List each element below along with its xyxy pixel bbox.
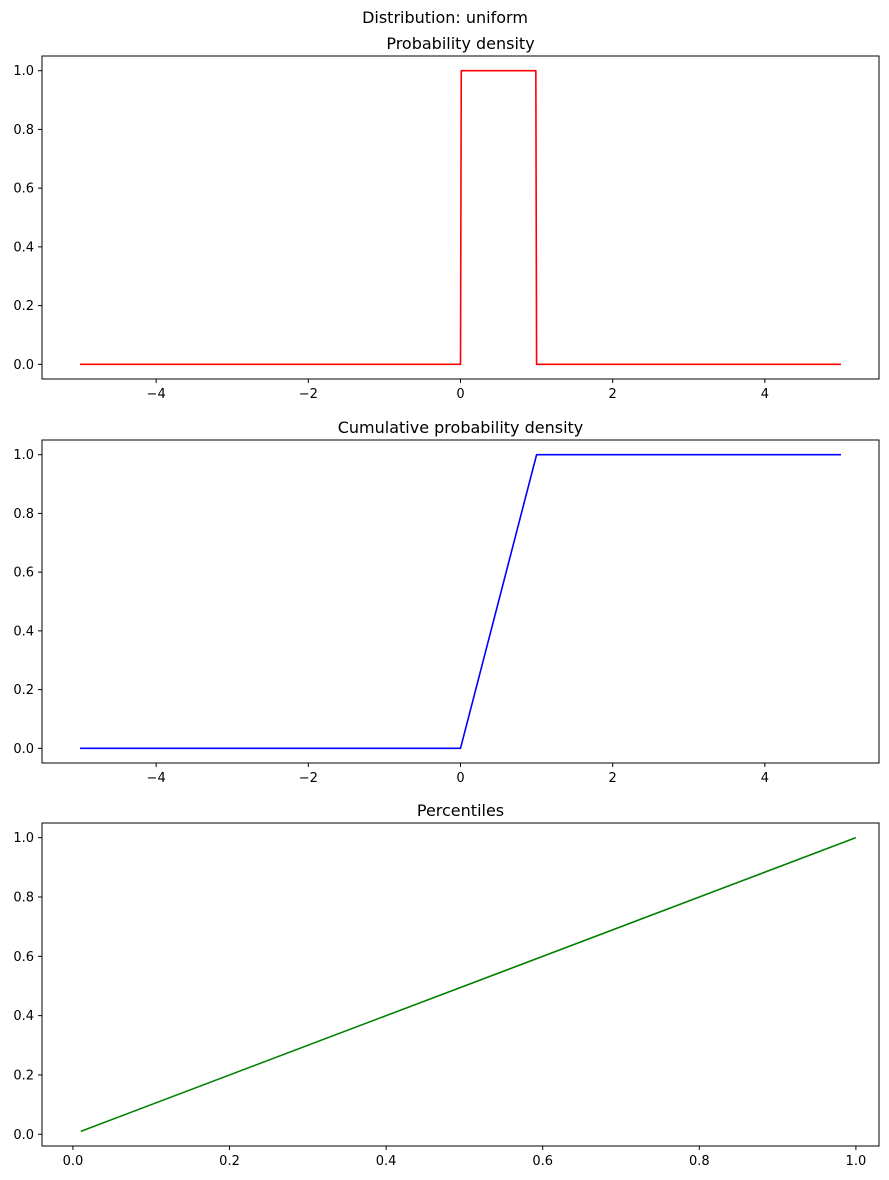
y-tick-label: 0.4 [13, 624, 34, 639]
y-tick-label: 0.8 [13, 891, 34, 906]
y-tick-label: 0.2 [13, 299, 34, 314]
x-tick-label: −2 [299, 771, 318, 786]
chart-title: Percentiles [417, 801, 504, 820]
x-tick-label: −2 [299, 387, 318, 402]
y-tick-label: 0.6 [13, 950, 34, 965]
x-tick-label: 0.8 [689, 1154, 710, 1169]
x-tick-label: 0 [456, 771, 464, 786]
y-tick-label: 1.0 [13, 448, 34, 463]
x-tick-label: 4 [761, 771, 769, 786]
y-tick-label: 0.8 [13, 123, 34, 138]
x-tick-label: 1.0 [846, 1154, 867, 1169]
y-tick-label: 1.0 [13, 64, 34, 79]
x-tick-label: 0.2 [219, 1154, 240, 1169]
chart-title: Cumulative probability density [338, 418, 584, 437]
x-tick-label: 0.6 [532, 1154, 553, 1169]
x-tick-label: −4 [147, 387, 166, 402]
y-tick-label: 0.0 [13, 358, 34, 373]
x-tick-label: 0.0 [63, 1154, 84, 1169]
x-tick-label: 0.4 [376, 1154, 397, 1169]
series-line [80, 69, 841, 366]
x-tick-label: 0 [456, 387, 464, 402]
axes-frame [41, 439, 880, 764]
x-tick-label: −4 [147, 771, 166, 786]
y-tick-label: 1.0 [13, 831, 34, 846]
chart-panel-3: Percentiles 0.0 0.2 0.4 0.6 0.8 1.0 0.0 0.2 0.4 0.… [13, 801, 880, 1169]
y-tick-label: 0.2 [13, 1068, 34, 1083]
x-tick-label: 2 [609, 771, 617, 786]
chart-title: Probability density [386, 34, 534, 53]
y-tick-label: 0.8 [13, 507, 34, 522]
axes-frame [41, 822, 880, 1147]
y-tick-label: 0.2 [13, 683, 34, 698]
x-tick-label: 4 [761, 387, 769, 402]
figure-suptitle: Distribution: uniform [362, 8, 528, 27]
chart-panel-1: Probability density −4 −2 0 2 4 0.0 0.2 0.4 0.6 0.… [13, 34, 880, 402]
y-tick-label: 0.0 [13, 742, 34, 757]
y-tick-label: 0.4 [13, 1009, 34, 1024]
y-tick-label: 0.6 [13, 566, 34, 581]
series-line [80, 836, 857, 1133]
y-tick-label: 0.0 [13, 1128, 34, 1143]
series-line [80, 453, 841, 750]
x-tick-label: 2 [609, 387, 617, 402]
y-tick-label: 0.4 [13, 240, 34, 255]
chart-panel-2: Cumulative probability density −4 −2 0 2 4 0.0… [13, 418, 880, 786]
y-tick-label: 0.6 [13, 182, 34, 197]
